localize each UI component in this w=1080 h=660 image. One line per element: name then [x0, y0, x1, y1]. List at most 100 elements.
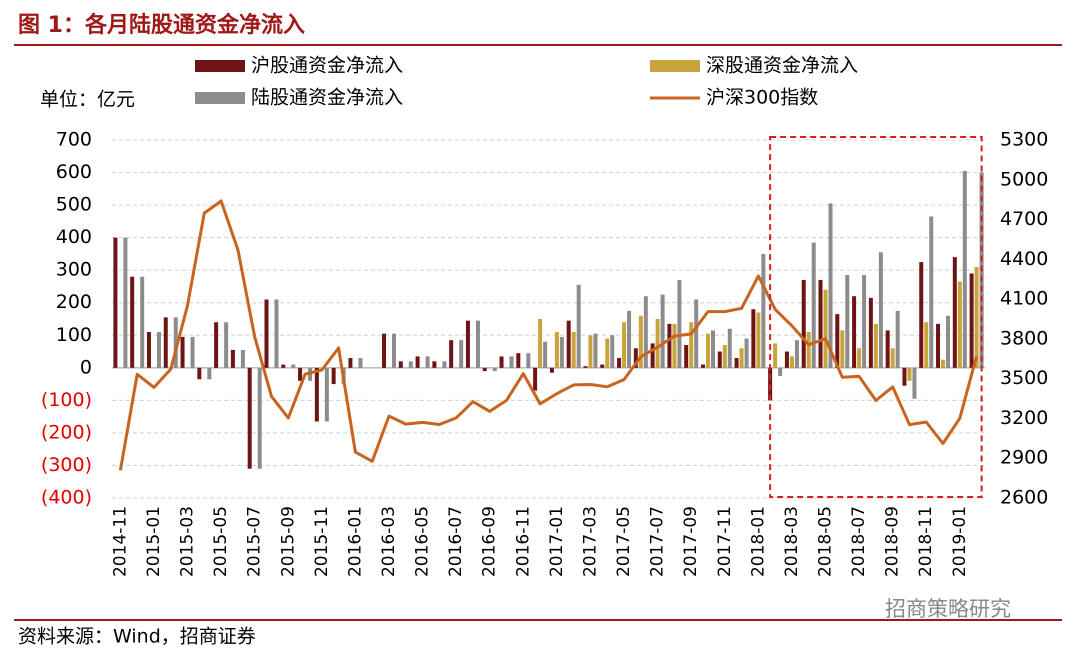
y-tick-label: 600: [56, 161, 92, 183]
bar: [492, 367, 497, 372]
y-tick-label: 400: [56, 226, 92, 248]
x-tick-label: 2017-03: [580, 506, 600, 577]
y2-tick-label: 2900: [1000, 447, 1048, 469]
x-tick-label: 2017-11: [715, 506, 735, 577]
bar: [264, 299, 269, 368]
bar: [929, 216, 934, 368]
bar: [549, 367, 554, 373]
bar: [324, 367, 329, 422]
watermark: 招商策略研究: [885, 597, 1011, 621]
bar: [873, 323, 878, 368]
bar: [672, 323, 677, 368]
bar: [224, 322, 229, 368]
bar: [924, 322, 929, 368]
bar: [969, 273, 974, 368]
bar: [717, 351, 722, 368]
y-tick-label: 200: [56, 291, 92, 313]
x-tick-label: 2015-11: [312, 506, 332, 577]
y2-tick-label: 3200: [1000, 407, 1048, 429]
bar: [173, 317, 178, 368]
bar: [190, 336, 195, 368]
bar: [257, 367, 262, 469]
bar: [677, 279, 682, 368]
bar: [230, 349, 235, 368]
unit-label: 单位：亿元: [40, 89, 135, 111]
bar: [180, 336, 185, 368]
bar: [605, 338, 610, 368]
bar: [197, 367, 202, 380]
y2-tick-label: 4400: [1000, 248, 1048, 270]
x-tick-label: 2016-07: [446, 506, 466, 577]
y-tick-label: (200): [41, 421, 92, 443]
x-tick-label: 2019-01: [950, 506, 970, 577]
bar: [727, 328, 732, 368]
bar: [593, 333, 598, 368]
bar: [744, 338, 749, 368]
y-tick-label: 100: [56, 324, 92, 346]
y-tick-label: 500: [56, 194, 92, 216]
x-tick-label: 2015-07: [245, 506, 265, 577]
bar: [710, 330, 715, 368]
bar: [660, 294, 665, 368]
bar: [425, 356, 430, 368]
y2-tick-label: 5000: [1000, 168, 1048, 190]
bar: [694, 299, 699, 368]
x-tick-label: 2016-11: [513, 506, 533, 577]
bar: [533, 367, 538, 391]
bar: [617, 358, 622, 368]
x-tick-label: 2017-07: [648, 506, 668, 577]
bar: [432, 361, 437, 368]
x-tick-label: 2016-01: [345, 506, 365, 577]
bar: [684, 345, 689, 368]
bar: [868, 297, 873, 368]
bar: [499, 356, 504, 368]
bar: [650, 343, 655, 368]
bar: [291, 364, 296, 368]
bar: [408, 361, 413, 368]
bar: [974, 266, 979, 368]
bar: [962, 170, 967, 368]
bar: [778, 367, 783, 376]
bar: [509, 356, 514, 368]
chart-title: 图 1：各月陆股通资金净流入: [18, 12, 305, 38]
bar: [526, 353, 531, 368]
bar: [571, 332, 576, 368]
y2-tick-label: 5300: [1000, 129, 1048, 151]
y2-tick-label: 4100: [1000, 288, 1048, 310]
bar: [482, 367, 487, 372]
bar: [633, 348, 638, 368]
bar: [862, 275, 867, 368]
bar: [214, 322, 219, 368]
bar: [566, 320, 571, 368]
bar: [583, 366, 588, 368]
legend-label: 沪股通资金净流入: [251, 55, 403, 77]
legend-swatch: [195, 92, 245, 104]
bar: [314, 367, 319, 422]
bar: [801, 279, 806, 368]
x-tick-label: 2015-03: [178, 506, 198, 577]
bar: [885, 330, 890, 368]
bar: [739, 348, 744, 368]
bar: [382, 333, 387, 368]
bar: [163, 317, 168, 368]
bar: [700, 364, 705, 368]
bar: [576, 284, 581, 368]
bar: [890, 348, 895, 368]
x-tick-label: 2015-09: [278, 506, 298, 577]
x-tick-label: 2016-09: [480, 506, 500, 577]
bar: [689, 322, 694, 368]
bar: [789, 356, 794, 368]
y-tick-label: (100): [41, 389, 92, 411]
bar: [655, 319, 660, 368]
bar: [156, 332, 161, 368]
bar: [207, 367, 212, 380]
bar: [348, 358, 353, 368]
bar: [588, 335, 593, 368]
y2-tick-label: 2600: [1000, 487, 1048, 509]
bar: [895, 310, 900, 368]
bar: [358, 358, 363, 368]
bar: [398, 361, 403, 368]
bar: [130, 276, 135, 368]
bar: [600, 364, 605, 368]
